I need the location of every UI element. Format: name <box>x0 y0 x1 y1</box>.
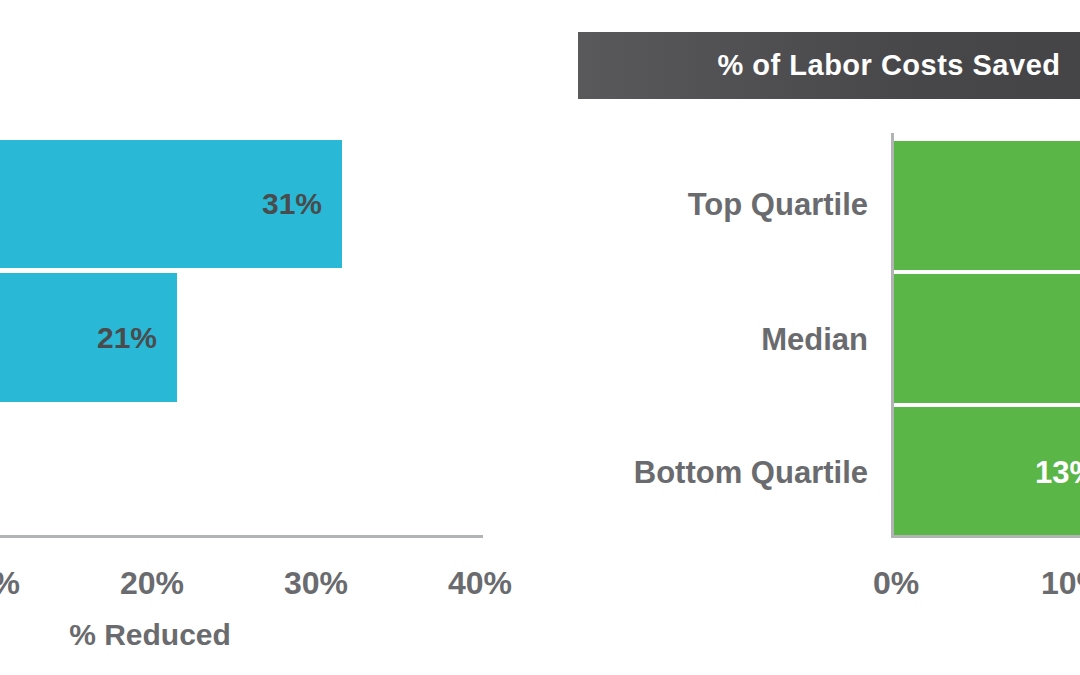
left-x-axis-title: % Reduced <box>69 620 231 650</box>
left-x-tick-30: 30% <box>284 567 348 599</box>
left-x-axis-line <box>0 535 483 538</box>
right-x-tick-0: 0% <box>873 567 919 599</box>
right-chart-title: % of Labor Costs Saved <box>718 51 1061 80</box>
right-category-median: Median <box>761 324 868 356</box>
right-bar-3-value-label: 13% <box>1035 456 1080 487</box>
left-x-tick-40: 40% <box>448 567 512 599</box>
left-bar-row-2: 21% <box>0 273 177 402</box>
right-bar-median <box>894 274 1080 403</box>
two-panel-bar-chart-figure: 31% 21% 10% 20% 30% 40% % Reduced % of L… <box>0 0 1080 675</box>
right-x-tick-10: 10% <box>1041 567 1080 599</box>
left-x-tick-20: 20% <box>120 567 184 599</box>
left-bar-row-1: 31% <box>0 140 342 268</box>
right-category-bottom-quartile: Bottom Quartile <box>634 457 868 489</box>
left-x-tick-10: 10% <box>0 567 20 599</box>
right-x-axis-line <box>891 535 1080 538</box>
left-bar-2-value-label: 21% <box>97 323 157 353</box>
right-bar-bottom-quartile: 13% <box>894 407 1080 536</box>
right-chart-title-bar: % of Labor Costs Saved <box>578 32 1080 99</box>
right-category-top-quartile: Top Quartile <box>688 189 868 221</box>
left-bar-1-value-label: 31% <box>262 189 322 219</box>
right-bar-top-quartile <box>894 141 1080 270</box>
